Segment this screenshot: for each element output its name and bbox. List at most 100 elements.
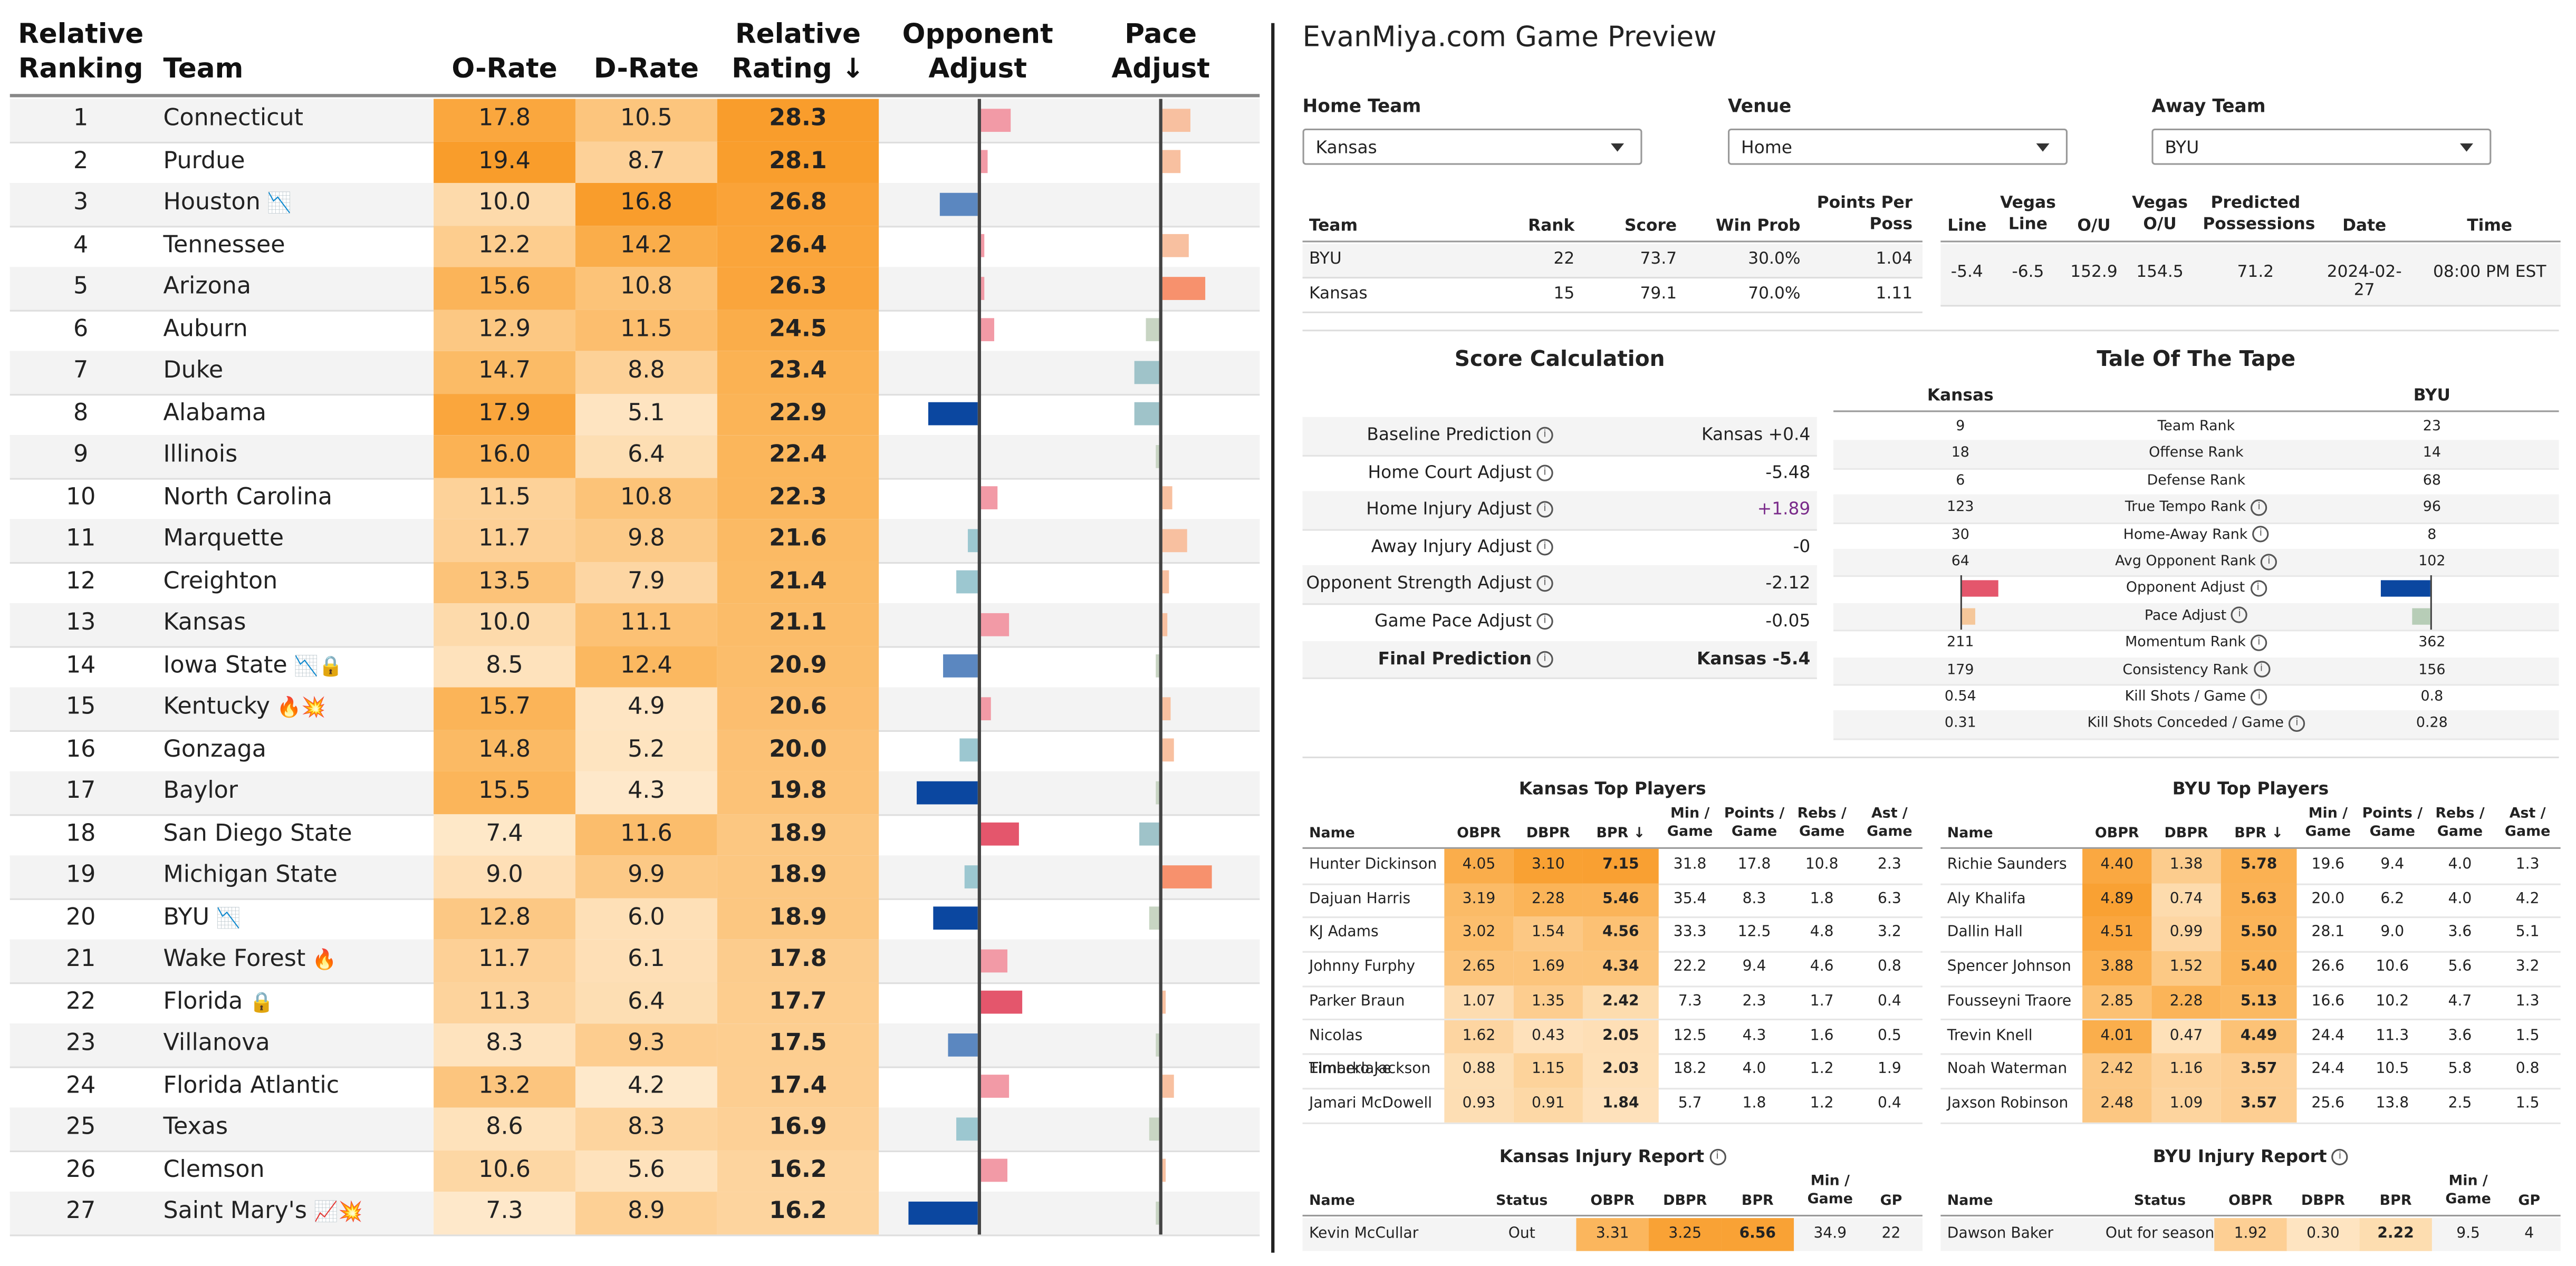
team-name[interactable]: Arizona [163, 267, 435, 309]
player-row[interactable]: Dallin Hall 4.51 0.99 5.50 28.1 9.0 3.6 5.1 [1940, 917, 2561, 953]
team-name[interactable]: Duke [163, 351, 435, 393]
info-icon[interactable]: i [1536, 464, 1553, 481]
player-row[interactable]: Jamari McDowell 0.93 0.91 1.84 5.7 1.8 1.2 0.4 [1302, 1087, 1923, 1124]
team-name[interactable]: Texas [163, 1108, 435, 1150]
table-row[interactable]: 2 Purdue 19.4 8.7 28.1 [9, 141, 1260, 185]
info-icon[interactable]: i [2251, 499, 2267, 516]
table-row[interactable]: 8 Alabama 17.9 5.1 22.9 [9, 393, 1260, 437]
table-row[interactable]: 26 Clemson 10.6 5.6 16.2 [9, 1149, 1260, 1194]
player-name[interactable]: Spencer Johnson [1947, 959, 2071, 976]
player-name[interactable]: Richie Saunders [1947, 857, 2067, 874]
player-name[interactable]: Trevin Knell [1947, 1028, 2033, 1045]
player-name[interactable]: Aly Khalifa [1947, 891, 2026, 908]
away-team-select[interactable]: BYU [2151, 128, 2492, 165]
team-name[interactable]: Tennessee [163, 225, 435, 267]
player-name[interactable]: Johnny Furphy [1309, 959, 1416, 976]
info-icon[interactable]: i [2250, 580, 2266, 597]
table-row[interactable]: 21 Wake Forest 🔥 11.7 6.1 17.8 [9, 939, 1260, 983]
table-row[interactable]: 24 Florida Atlantic 13.2 4.2 17.4 [9, 1065, 1260, 1109]
table-row[interactable]: 1 Connecticut 17.8 10.5 28.3 [9, 99, 1260, 143]
team-name[interactable]: Illinois [163, 435, 435, 477]
injury-row[interactable]: Kevin McCullar Out 3.31 3.25 6.56 34.9 22 [1302, 1218, 1923, 1251]
table-row[interactable]: 22 Florida 🔒 11.3 6.4 17.7 [9, 981, 1260, 1026]
table-row[interactable]: 25 Texas 8.6 8.3 16.9 [9, 1107, 1260, 1152]
player-name[interactable]: Parker Braun [1309, 993, 1405, 1010]
team-name[interactable]: Connecticut [163, 99, 435, 141]
table-row[interactable]: 3 Houston 📉 10.0 16.8 26.8 [9, 182, 1260, 227]
player-row[interactable]: Nicolas Timberlake 1.62 0.43 2.05 12.5 4.3 1.6… [1302, 1019, 1923, 1079]
table-row[interactable]: 11 Marquette 11.7 9.8 21.6 [9, 519, 1260, 563]
info-icon[interactable]: i [1709, 1148, 1726, 1166]
venue-select[interactable]: Home [1728, 128, 2068, 165]
table-row[interactable]: 23 Villanova 8.3 9.3 17.5 [9, 1023, 1260, 1068]
player-name[interactable]: Hunter Dickinson [1309, 857, 1437, 874]
team-name[interactable]: Marquette [163, 519, 435, 562]
table-row[interactable]: 9 Illinois 16.0 6.4 22.4 [9, 435, 1260, 479]
player-row[interactable]: Aly Khalifa 4.89 0.74 5.63 20.0 6.2 4.0 4.2 [1940, 883, 2561, 919]
table-row[interactable]: 10 North Carolina 11.5 10.8 22.3 [9, 477, 1260, 521]
team-name[interactable]: Villanova [163, 1023, 435, 1066]
table-row[interactable]: 7 Duke 14.7 8.8 23.4 [9, 351, 1260, 395]
player-row[interactable]: Richie Saunders 4.40 1.38 5.78 19.6 9.4 4.0 1.3 [1940, 848, 2561, 885]
info-icon[interactable]: i [1536, 538, 1553, 555]
info-icon[interactable]: i [1536, 613, 1553, 630]
info-icon[interactable]: i [1536, 501, 1553, 518]
table-row[interactable]: 16 Gonzaga 14.8 5.2 20.0 [9, 729, 1260, 774]
table-row[interactable]: 18 San Diego State 7.4 11.6 18.9 [9, 813, 1260, 857]
team-name[interactable]: Auburn [163, 309, 435, 351]
player-name[interactable]: Nicolas Timberlake [1309, 1028, 1392, 1079]
table-row[interactable]: 6 Auburn 12.9 11.5 24.5 [9, 309, 1260, 353]
team-name[interactable]: Gonzaga [163, 729, 435, 771]
player-name[interactable]: Jaxson Robinson [1947, 1096, 2069, 1113]
info-icon[interactable]: i [1536, 576, 1553, 593]
table-row[interactable]: 4 Tennessee 12.2 14.2 26.4 [9, 225, 1260, 269]
home-team-select[interactable]: Kansas [1302, 128, 1642, 165]
team-name[interactable]: Iowa State 📉🔒 [163, 645, 435, 688]
player-row[interactable]: KJ Adams 3.02 1.54 4.56 33.3 12.5 4.8 3.2 [1302, 917, 1923, 953]
injury-row[interactable]: Dawson Baker Out for season 1.92 0.30 2.22 9.… [1940, 1218, 2561, 1251]
info-icon[interactable]: i [2253, 661, 2270, 678]
info-icon[interactable]: i [1536, 650, 1553, 667]
team-name[interactable]: Alabama [163, 393, 435, 436]
player-name[interactable]: Dallin Hall [1947, 925, 2023, 942]
player-row[interactable]: Elmarko Jackson 0.88 1.15 2.03 18.2 4.0 1.2 1.9 [1302, 1054, 1923, 1089]
team-name[interactable]: Purdue [163, 141, 435, 183]
table-row[interactable]: 20 BYU 📉 12.8 6.0 18.9 [9, 897, 1260, 941]
info-icon[interactable]: i [2331, 1148, 2349, 1166]
info-icon[interactable]: i [2231, 607, 2248, 624]
player-row[interactable]: Dajuan Harris 3.19 2.28 5.46 35.4 8.3 1.8 6.3 [1302, 883, 1923, 919]
player-name[interactable]: Elmarko Jackson [1309, 1061, 1431, 1078]
player-row[interactable]: Parker Braun 1.07 1.35 2.42 7.3 2.3 1.7 0.4 [1302, 985, 1923, 1021]
table-row[interactable]: 5 Arizona 15.6 10.8 26.3 [9, 267, 1260, 311]
player-row[interactable]: Hunter Dickinson 4.05 3.10 7.15 31.8 17.8 10.8… [1302, 848, 1923, 885]
player-row[interactable]: Spencer Johnson 3.88 1.52 5.40 26.6 10.6 5.6 3.… [1940, 951, 2561, 987]
info-icon[interactable]: i [2251, 634, 2267, 651]
team-name[interactable]: Wake Forest 🔥 [163, 940, 435, 982]
table-row[interactable]: 27 Saint Mary's 📈💥 7.3 8.9 16.2 [9, 1192, 1260, 1235]
info-icon[interactable]: i [2289, 715, 2305, 732]
info-icon[interactable]: i [2252, 526, 2270, 543]
team-name[interactable]: Saint Mary's 📈💥 [163, 1192, 435, 1234]
table-row[interactable]: 12 Creighton 13.5 7.9 21.4 [9, 561, 1260, 605]
team-name[interactable]: BYU 📉 [163, 897, 435, 940]
team-name[interactable]: Florida 🔒 [163, 982, 435, 1024]
info-icon[interactable]: i [1536, 427, 1553, 443]
info-icon[interactable]: i [2261, 553, 2277, 570]
team-name[interactable]: Florida Atlantic [163, 1066, 435, 1108]
info-icon[interactable]: i [2251, 688, 2267, 705]
player-row[interactable]: Noah Waterman 2.42 1.16 3.57 24.4 10.5 5.8 0.8 [1940, 1054, 2561, 1089]
team-name[interactable]: Creighton [163, 561, 435, 603]
table-row[interactable]: 19 Michigan State 9.0 9.9 18.9 [9, 855, 1260, 900]
player-row[interactable]: Jaxson Robinson 2.48 1.09 3.57 25.6 13.8 2.5 1.… [1940, 1087, 2561, 1124]
team-name[interactable]: Clemson [163, 1149, 435, 1192]
team-name[interactable]: San Diego State [163, 814, 435, 856]
team-name[interactable]: Houston 📉 [163, 183, 435, 225]
table-row[interactable]: 14 Iowa State 📉🔒 8.5 12.4 20.9 [9, 645, 1260, 689]
player-row[interactable]: Johnny Furphy 2.65 1.69 4.34 22.2 9.4 4.6 0.8 [1302, 951, 1923, 987]
team-name[interactable]: Michigan State [163, 855, 435, 897]
team-name[interactable]: Baylor [163, 771, 435, 814]
player-row[interactable]: Fousseyni Traore 2.85 2.28 5.13 16.6 10.2 4.7 1… [1940, 985, 2561, 1021]
player-name[interactable]: Noah Waterman [1947, 1061, 2068, 1078]
team-name[interactable]: Kentucky 🔥💥 [163, 688, 435, 730]
player-name[interactable]: Dajuan Harris [1309, 891, 1411, 908]
